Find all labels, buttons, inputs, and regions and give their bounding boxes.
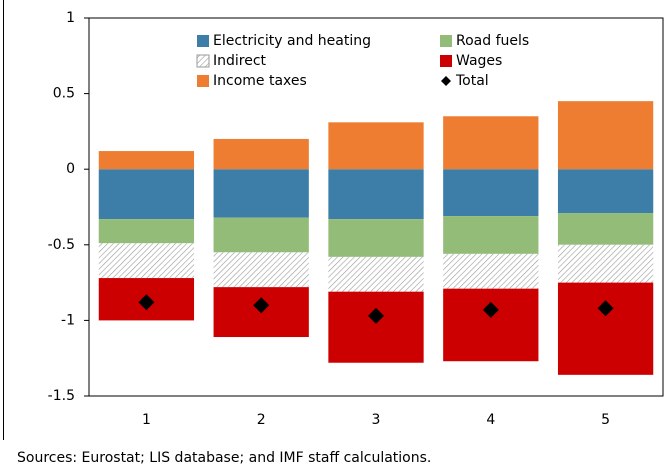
y-tick-label: -0.5 [48, 237, 75, 253]
bar-segment [443, 253, 539, 289]
bar-segment [328, 122, 424, 170]
legend-label: Electricity and heating [213, 33, 371, 49]
total-marker [253, 297, 270, 314]
bar-segment [557, 169, 654, 214]
bar-segment [213, 169, 309, 218]
total-marker [368, 307, 384, 324]
x-tick-label: 2 [257, 412, 266, 428]
plot-frame [88, 17, 664, 397]
source-note: Sources: Eurostat; LIS database; and IMF… [17, 450, 431, 466]
legend-swatch [440, 35, 452, 47]
y-tick-label: 1 [66, 10, 75, 26]
legend-label: Indirect [213, 53, 267, 69]
bar-segment [213, 252, 309, 288]
bar-segment [443, 216, 539, 254]
total-marker [482, 301, 499, 318]
legend-label: Road fuels [456, 33, 529, 49]
legend-swatch [197, 35, 209, 47]
x-tick-label: 1 [142, 412, 151, 428]
bar-segment [557, 282, 654, 375]
bar-segment [443, 116, 539, 170]
bar-segment [328, 219, 424, 257]
y-tick-label: -1 [61, 312, 75, 328]
y-tick-label: 0.5 [53, 86, 75, 102]
legend-marker [441, 76, 451, 86]
bar-segment [98, 243, 195, 279]
bar-segment [213, 138, 309, 170]
x-tick-label: 4 [486, 412, 495, 428]
bar-segment [557, 101, 654, 170]
total-marker [138, 294, 155, 311]
bar-segment [98, 151, 195, 170]
legend-label: Income taxes [213, 73, 307, 89]
legend-swatch [197, 75, 209, 87]
legend-swatch [196, 54, 210, 68]
total-marker [597, 300, 614, 317]
bar-segment [328, 291, 424, 363]
y-tick-label: 0 [66, 161, 75, 177]
bar-segment [328, 256, 424, 292]
bar-segment [557, 244, 654, 283]
bar-segment [98, 219, 195, 244]
legend-label: Wages [456, 53, 502, 69]
bar-segment [557, 213, 654, 245]
x-tick-label: 5 [601, 412, 610, 428]
bar-segment [98, 169, 195, 220]
bar-segment [213, 217, 309, 253]
bar-segment [328, 169, 424, 220]
bar-segment [443, 169, 539, 217]
x-tick-label: 3 [372, 412, 381, 428]
legend-label: Total [455, 73, 489, 89]
y-tick-label: -1.5 [48, 388, 75, 404]
bar-segment [443, 288, 539, 362]
legend-swatch [440, 55, 452, 67]
